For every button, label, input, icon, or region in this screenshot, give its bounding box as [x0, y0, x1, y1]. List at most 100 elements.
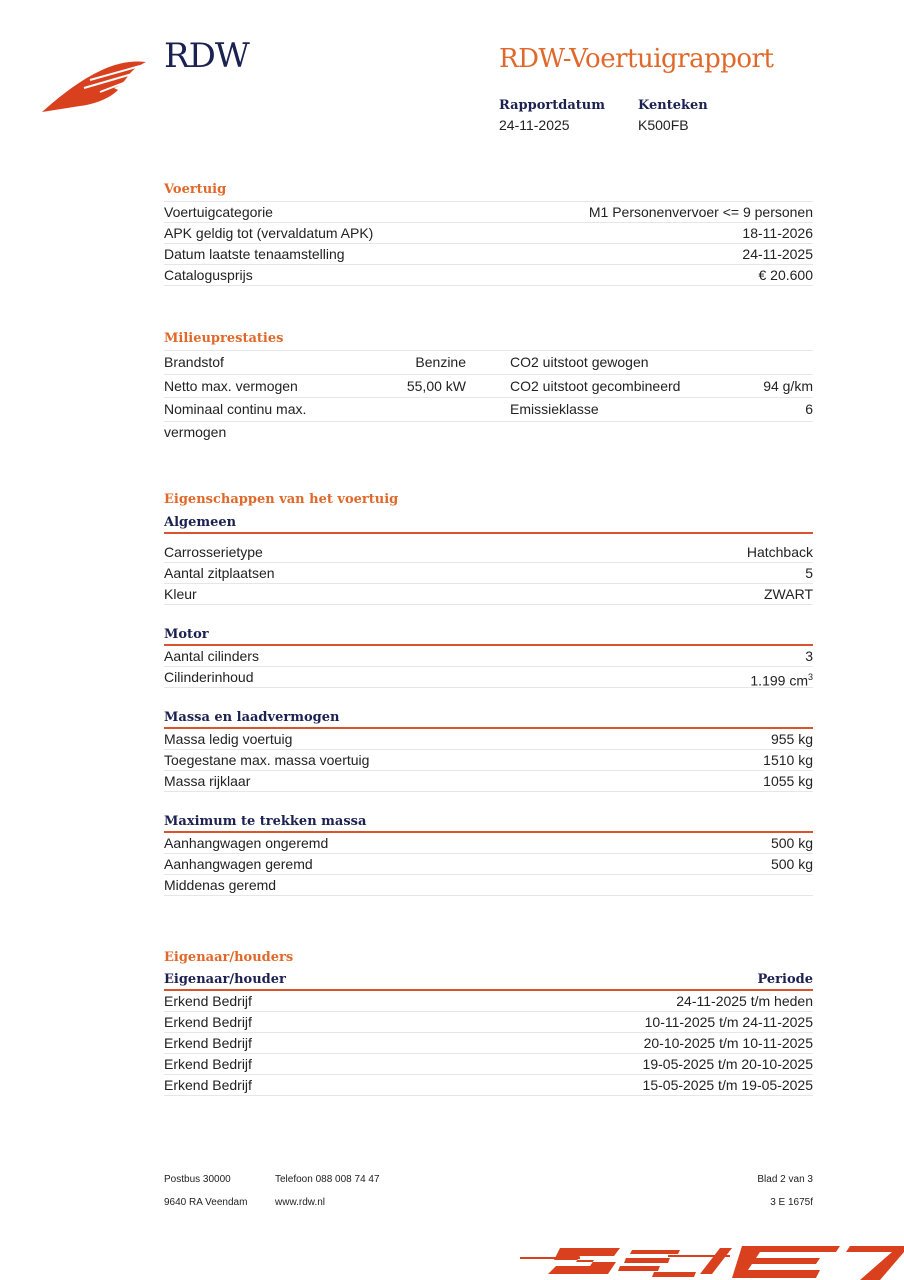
- row-value-text: 1510 kg: [763, 752, 813, 768]
- table-row: Aantal zitplaatsen 5: [164, 563, 813, 584]
- report-title: RDW-Voertuigrapport: [499, 44, 774, 74]
- row-value: 500 kg: [771, 854, 813, 874]
- table-row: Erkend Bedrijf 19-05-2025 t/m 20-10-2025: [164, 1054, 813, 1075]
- spacer: [466, 351, 510, 374]
- report-date: Rapportdatum 24-11-2025: [499, 98, 605, 133]
- row-value: 55,00 kW: [406, 377, 466, 394]
- owner-period: 15-05-2025 t/m 19-05-2025: [642, 1077, 813, 1093]
- row-value: M1 Personenvervoer <= 9 personen: [588, 204, 813, 220]
- table-row: Carrosserietype Hatchback: [164, 542, 813, 563]
- owner-name: Erkend Bedrijf: [164, 1035, 252, 1051]
- row-value-text: 500 kg: [770, 835, 813, 851]
- owner-name: Erkend Bedrijf: [164, 1014, 252, 1030]
- row-value: Hatchback: [747, 542, 813, 562]
- row-value-text: 1055 kg: [763, 773, 813, 789]
- col-period: Periode: [757, 972, 813, 987]
- row-label: Aantal zitplaatsen: [164, 565, 275, 581]
- table-row: Erkend Bedrijf 10-11-2025 t/m 24-11-2025: [164, 1012, 813, 1033]
- row-label: APK geldig tot (vervaldatum APK): [164, 225, 374, 241]
- row-value-text: Hatchback: [746, 544, 813, 560]
- plate-value: K500FB: [638, 117, 689, 133]
- row-label: Massa ledig voertuig: [164, 731, 293, 747]
- row-label: Aanhangwagen geremd: [164, 856, 313, 872]
- table-row: Datum laatste tenaamstelling 24-11-2025: [164, 244, 813, 265]
- row-value-text: 1.199 cm: [750, 672, 808, 689]
- table-row: Aantal cilinders 3: [164, 646, 813, 667]
- row-label: Catalogusprijs: [164, 267, 253, 283]
- row-label: Aantal cilinders: [164, 648, 259, 664]
- table-row: Erkend Bedrijf 24-11-2025 t/m heden: [164, 991, 813, 1012]
- row-value: 5: [805, 563, 813, 583]
- footer-phone: Telefoon 088 008 74 47: [275, 1174, 380, 1185]
- row-value: 1510 kg: [763, 750, 813, 770]
- report-date-value: 24-11-2025: [499, 117, 570, 133]
- row-value: Benzine: [415, 354, 466, 370]
- row-label: CO2 uitstoot gecombineerd: [510, 377, 681, 394]
- table-row: Aanhangwagen ongeremd 500 kg: [164, 833, 813, 854]
- row-value: 955 kg: [771, 729, 813, 749]
- owner-name: Erkend Bedrijf: [164, 993, 252, 1009]
- row-value-text: 500 kg: [770, 856, 813, 872]
- row-label: Carrosserietype: [164, 544, 263, 560]
- property-group: Motor Aantal cilinders 3 Cilinderinhoud 1.19…: [164, 626, 813, 689]
- footer-postal: 9640 RA Veendam: [164, 1197, 248, 1208]
- row-value: 6: [805, 401, 813, 417]
- row-label: Voertuigcategorie: [164, 204, 273, 220]
- row-value-text: 5: [805, 565, 813, 581]
- col-owner: Eigenaar/houder: [164, 972, 286, 987]
- section-title: Eigenaar/houders: [164, 950, 294, 965]
- row-value: 3: [805, 646, 813, 666]
- row-value: [730, 351, 813, 374]
- row-value: 500 kg: [771, 833, 813, 853]
- rdw-logo-feather-icon: [42, 61, 146, 112]
- table-row: Catalogusprijs € 20.600: [164, 265, 813, 286]
- row-label: CO2 uitstoot gewogen: [510, 354, 649, 370]
- owner-period: 24-11-2025 t/m heden: [676, 993, 813, 1009]
- spacer: [466, 398, 510, 421]
- row-value-text: 3: [805, 648, 813, 664]
- table-row: Middenas geremd: [164, 875, 813, 896]
- table-row: Netto max. vermogen 55,00 kW CO2 uitstoot …: [164, 375, 813, 398]
- property-group: Maximum te trekken massa Aanhangwagen ong…: [164, 813, 813, 896]
- owner-period: 10-11-2025 t/m 24-11-2025: [644, 1014, 813, 1030]
- owners-header: Eigenaar/houder Periode: [164, 971, 813, 991]
- table-row: Massa rijklaar 1055 kg: [164, 771, 813, 792]
- row-label: Aanhangwagen ongeremd: [164, 835, 329, 851]
- table-row: Brandstof Benzine CO2 uitstoot gewogen: [164, 351, 813, 375]
- row-label: Datum laatste tenaamstelling: [164, 246, 345, 262]
- owner-period: 20-10-2025 t/m 10-11-2025: [643, 1035, 813, 1051]
- footer-page: Blad 2 van 3: [757, 1174, 813, 1185]
- footer-website[interactable]: www.rdw.nl: [275, 1197, 326, 1208]
- row-value: 1.199 cm3: [750, 667, 813, 689]
- row-value: € 20.600: [758, 267, 814, 283]
- row-label: Nominaal continu max. vermogen: [164, 401, 307, 440]
- row-value: 18-11-2026: [742, 225, 813, 241]
- section-title: Eigenschappen van het voertuig: [164, 492, 399, 507]
- table-row: Voertuigcategorie M1 Personenvervoer <= 9…: [164, 201, 813, 223]
- group-title: Massa en laadvermogen: [164, 709, 813, 729]
- table-row: Aanhangwagen geremd 500 kg: [164, 854, 813, 875]
- property-group: Algemeen Carrosserietype Hatchback Aantal z…: [164, 514, 813, 605]
- footer-code: 3 E 1675f: [770, 1197, 813, 1208]
- plate: Kenteken K500FB: [638, 98, 708, 133]
- section-title: Milieuprestaties: [164, 331, 284, 346]
- table-row: Cilinderinhoud 1.199 cm3: [164, 667, 813, 689]
- owners-section: Eigenaar/houders Eigenaar/houder Periode…: [164, 951, 813, 1096]
- report-date-label: Rapportdatum: [499, 98, 605, 113]
- brand-name: RDW: [164, 36, 250, 76]
- row-label: Toegestane max. massa voertuig: [164, 752, 370, 768]
- property-group: Massa en laadvermogen Massa ledig voertui…: [164, 709, 813, 792]
- row-label: Emissieklasse: [510, 401, 599, 417]
- row-value: 94 g/km: [763, 377, 813, 394]
- table-row: Nominaal continu max. vermogen Emissiekla…: [164, 398, 813, 440]
- environment-section: Milieuprestaties Brandstof Benzine CO2 uit…: [164, 331, 813, 440]
- section-title: Voertuig: [164, 182, 227, 197]
- row-value: ZWART: [764, 584, 813, 604]
- unit-superscript: 3: [807, 672, 813, 682]
- plate-label: Kenteken: [638, 98, 708, 113]
- row-value: 24-11-2025: [742, 246, 813, 262]
- footer-po-box: Postbus 30000: [164, 1174, 231, 1185]
- table-row: Kleur ZWART: [164, 584, 813, 605]
- row-label: Brandstof: [164, 354, 224, 370]
- row-label: Middenas geremd: [164, 877, 277, 893]
